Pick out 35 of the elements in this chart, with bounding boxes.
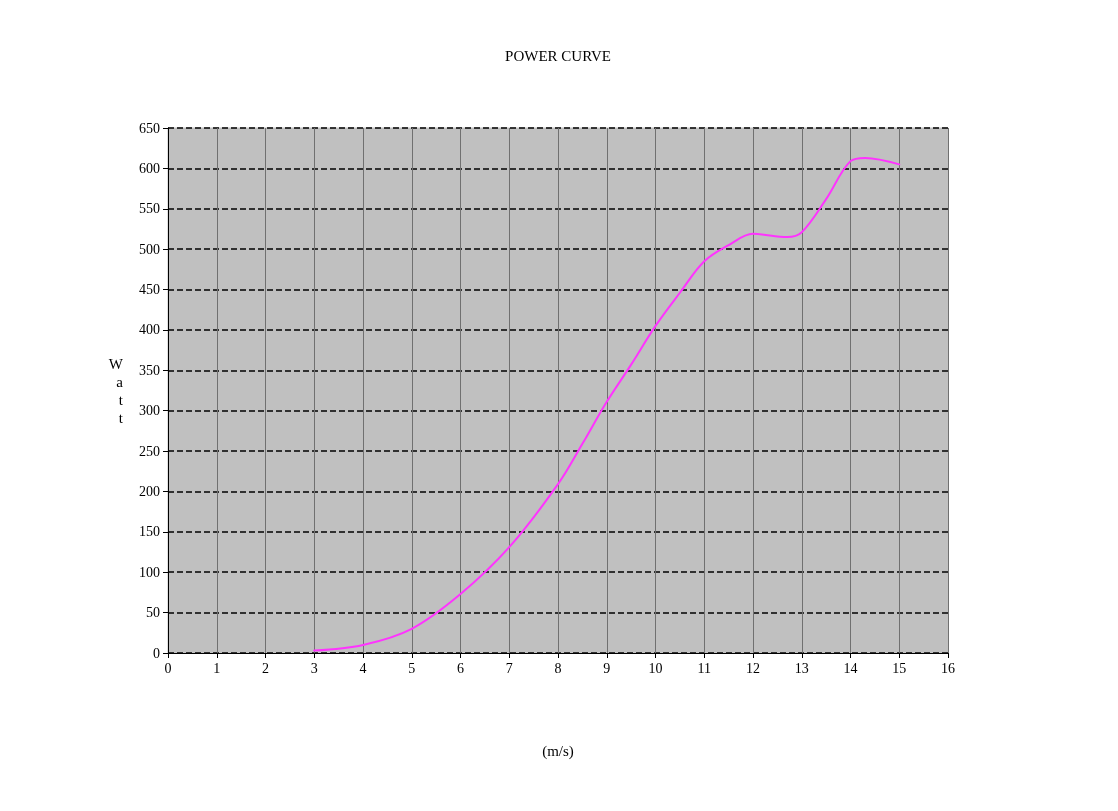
x-tick-label: 15 <box>892 660 907 676</box>
y-tick-label: 150 <box>139 524 160 540</box>
x-tick-label: 13 <box>794 660 809 676</box>
chart-title: POWER CURVE <box>505 47 611 64</box>
x-tick-label: 5 <box>408 660 416 676</box>
x-tick-label: 8 <box>554 660 562 676</box>
y-tick-label: 600 <box>139 160 160 176</box>
y-tick-label: 500 <box>139 241 160 257</box>
x-tick-label: 7 <box>505 660 513 676</box>
y-tick-label: 350 <box>139 362 160 378</box>
x-tick-label: 1 <box>213 660 221 676</box>
x-tick-label: 4 <box>359 660 367 676</box>
x-tick-label: 2 <box>262 660 269 676</box>
x-tick-label: 6 <box>457 660 464 676</box>
y-tick-label: 200 <box>139 483 160 499</box>
y-tick-label: 50 <box>146 605 160 621</box>
x-tick-label: 3 <box>310 660 318 676</box>
y-tick-label: 550 <box>139 201 160 217</box>
y-tick-label: 250 <box>139 443 160 459</box>
x-tick-label: 12 <box>746 660 760 676</box>
y-tick-label: 450 <box>139 282 160 298</box>
y-axis-title: Watt <box>108 355 124 426</box>
y-tick-label: 100 <box>139 564 160 580</box>
x-tick-label: 16 <box>941 660 955 676</box>
x-tick-label: 0 <box>164 660 172 676</box>
y-tick-label: 300 <box>139 403 160 419</box>
y-tick-label: 400 <box>139 322 160 338</box>
y-tick-label: 0 <box>153 645 160 661</box>
x-tick-label: 14 <box>843 660 858 676</box>
x-axis-title: (m/s) <box>542 742 574 760</box>
x-tick-label: 9 <box>603 660 611 676</box>
line-series <box>313 156 901 652</box>
x-tick-label: 11 <box>697 660 711 676</box>
x-tick-label: 10 <box>648 660 663 676</box>
y-tick-label: 650 <box>139 120 160 136</box>
